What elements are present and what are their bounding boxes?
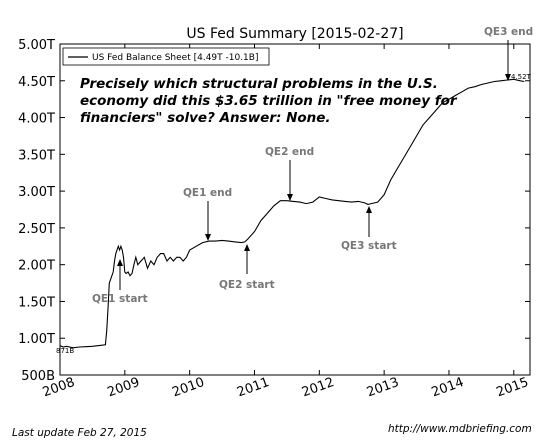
annotation-qe2-start: QE2 start	[219, 244, 275, 291]
y-tick-label: 4.00T	[18, 112, 55, 127]
annotations: QE1 start QE1 end QE2 start QE2 end QE3 …	[92, 26, 533, 305]
arrowhead-qe2-start	[244, 244, 250, 251]
annotation-qe3-start: QE3 start	[341, 206, 397, 252]
plot-area	[59, 43, 531, 376]
label-qe2-start: QE2 start	[219, 279, 275, 291]
headline: Precisely which structural problems in t…	[80, 76, 458, 126]
arrowhead-qe1-start	[117, 259, 123, 266]
legend: US Fed Balance Sheet [4.49T -10.1B]	[62, 47, 270, 66]
label-qe3-end: QE3 end	[484, 26, 533, 38]
arrowhead-qe1-end	[205, 234, 211, 241]
arrowhead-qe3-end	[505, 74, 511, 81]
data-label-end: 4.52T	[511, 73, 532, 81]
y-tick-label: 2.50T	[18, 222, 55, 237]
y-tick-label: 2.00T	[18, 259, 55, 274]
arrowhead-qe2-end	[287, 194, 293, 201]
headline-line-2: economy did this $3.65 trillion in "free…	[80, 93, 458, 109]
legend-label: US Fed Balance Sheet [4.49T -10.1B]	[92, 53, 258, 63]
annotation-qe3-end: QE3 end	[484, 26, 533, 81]
label-qe1-end: QE1 end	[183, 187, 232, 199]
y-tick-label: 3.50T	[18, 148, 55, 163]
y-tick-label: 5.00T	[18, 38, 55, 53]
legend-box	[62, 47, 270, 66]
footer-url: http://www.mdbriefing.com	[388, 423, 532, 435]
y-tick-label: 500B	[21, 369, 55, 384]
headline-line-3: financiers" solve? Answer: None.	[80, 110, 331, 126]
label-qe2-end: QE2 end	[265, 146, 314, 158]
annotation-qe1-start: QE1 start	[92, 259, 148, 305]
arrowhead-qe3-start	[366, 206, 372, 213]
y-tick-label: 1.50T	[18, 295, 55, 310]
footer-last-update: Last update Feb 27, 2015	[12, 427, 147, 439]
balance-sheet-line	[59, 78, 525, 349]
y-axis: 500B 1.00T 1.50T 2.00T 2.50T 3.00T 3.50T 4.00T 4…	[18, 38, 530, 384]
data-label-start: 871B	[56, 347, 74, 355]
y-tick-label: 1.00T	[18, 332, 55, 347]
label-qe1-start: QE1 start	[92, 293, 148, 305]
label-qe3-start: QE3 start	[341, 240, 397, 252]
headline-line-1: Precisely which structural problems in t…	[80, 76, 438, 92]
annotation-qe1-end: QE1 end	[183, 187, 232, 241]
y-tick-label: 4.50T	[18, 75, 55, 90]
chart-title: US Fed Summary [2015-02-27]	[186, 26, 403, 42]
annotation-qe2-end: QE2 end	[265, 146, 314, 201]
y-tick-label: 3.00T	[18, 185, 55, 200]
